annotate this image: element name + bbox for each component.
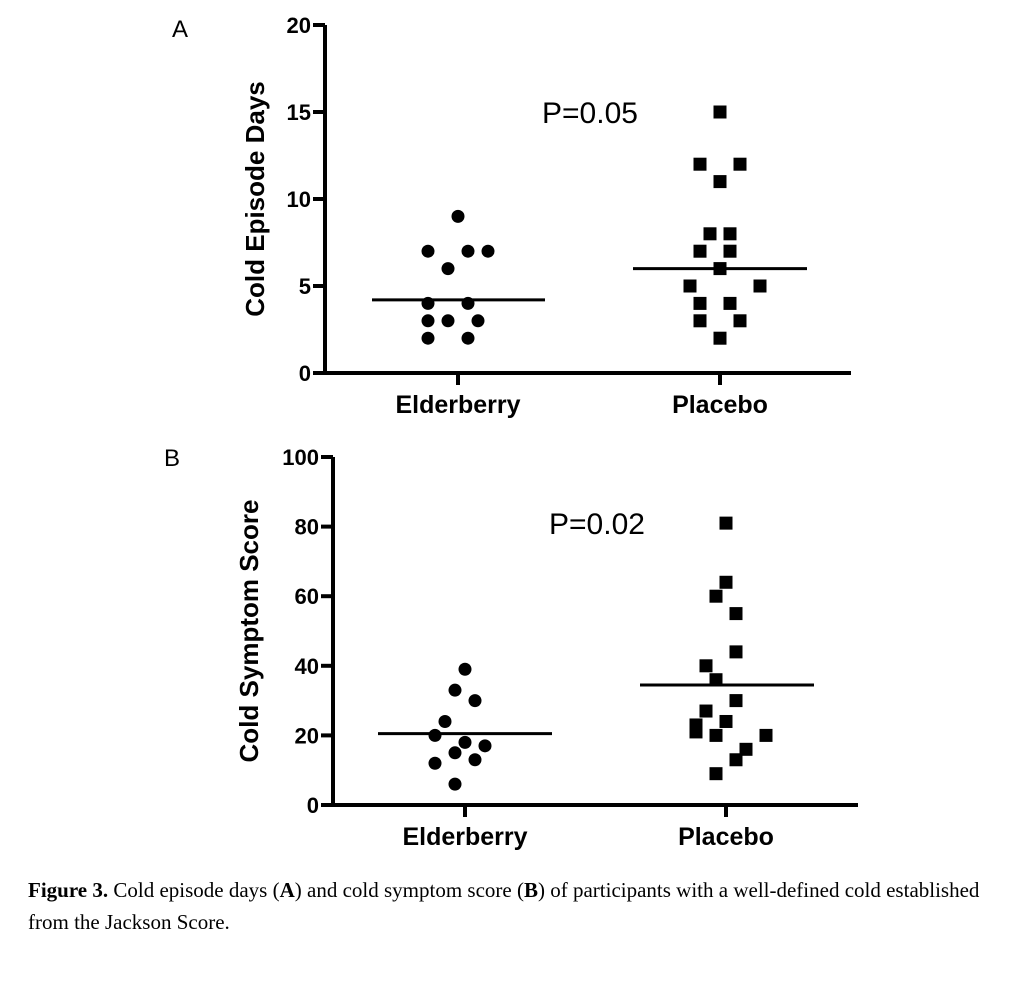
panel-a-point-placebo xyxy=(723,227,737,241)
figure-caption: Figure 3. Cold episode days (A) and cold… xyxy=(28,874,1018,938)
panel-b-y-tick-label: 80 xyxy=(295,515,319,540)
panel-a-y-tick-label: 0 xyxy=(299,361,311,386)
panel-a-point-placebo xyxy=(713,331,727,345)
panel-a-point-elderberry xyxy=(421,244,435,258)
panel-b-y-tick-label: 0 xyxy=(307,793,319,818)
panel-b-point-elderberry xyxy=(428,756,442,770)
panel-b-point-elderberry xyxy=(438,714,452,728)
panel-a-point-elderberry xyxy=(441,314,455,328)
panel-a-point-elderberry xyxy=(441,262,455,276)
panel-a-point-elderberry xyxy=(461,244,475,258)
panel-a-point-placebo xyxy=(693,314,707,328)
panel-b-point-placebo xyxy=(709,673,723,687)
panel-b-point-placebo xyxy=(739,742,753,756)
panel-b-category-label-elderberry: Elderberry xyxy=(402,823,527,851)
panel-a-category-label-elderberry: Elderberry xyxy=(395,391,520,419)
caption-text-1: Cold episode days ( xyxy=(108,878,280,902)
panel-a-point-placebo xyxy=(733,314,747,328)
panel-b-category-label-placebo: Placebo xyxy=(678,823,774,851)
panel-b-point-placebo xyxy=(709,728,723,742)
panel-b-y-tick-label: 100 xyxy=(282,445,319,470)
panel-a-point-elderberry xyxy=(461,331,475,345)
panel-a-point-placebo xyxy=(703,227,717,241)
panel-a-category-label-placebo: Placebo xyxy=(672,391,768,419)
panel-b-y-tick-label: 20 xyxy=(295,723,319,748)
panel-a-point-placebo xyxy=(693,244,707,258)
panel-b-point-placebo xyxy=(719,714,733,728)
panel-b-point-elderberry xyxy=(458,735,472,749)
panel-b-point-elderberry xyxy=(468,694,482,708)
panel-a-letter: A xyxy=(172,16,188,43)
panel-a-point-placebo xyxy=(723,296,737,310)
panel-b-point-elderberry xyxy=(458,662,472,676)
panel-a-point-placebo xyxy=(693,157,707,171)
panel-a-y-tick-label: 5 xyxy=(299,274,311,299)
panel-b-point-placebo xyxy=(699,659,713,673)
panel-b-point-elderberry xyxy=(478,739,492,753)
panel-b-point-placebo xyxy=(759,728,773,742)
panel-b-y-tick-label: 60 xyxy=(295,584,319,609)
panel-a-point-placebo xyxy=(753,279,767,293)
panel-b-point-placebo xyxy=(729,645,743,659)
panel-a-point-placebo xyxy=(683,279,697,293)
panel-a-point-elderberry xyxy=(421,314,435,328)
panel-a-p-value: P=0.05 xyxy=(542,97,638,130)
panel-b-point-placebo xyxy=(709,767,723,781)
panel-a-y-axis-label: Cold Episode Days xyxy=(240,81,270,317)
panel-b-point-placebo xyxy=(729,753,743,767)
panel-b-point-placebo xyxy=(709,589,723,603)
panel-b-point-elderberry xyxy=(448,777,462,791)
panel-b-p-value: P=0.02 xyxy=(549,508,645,541)
panel-b-point-placebo xyxy=(699,704,713,718)
panel-b-point-placebo xyxy=(719,516,733,530)
panel-a-y-tick-label: 10 xyxy=(287,187,311,212)
caption-panel-b: B xyxy=(523,878,538,902)
caption-label: Figure 3. xyxy=(28,878,109,902)
panel-a-point-placebo xyxy=(733,157,747,171)
caption-panel-a: A xyxy=(279,878,295,902)
panel-b-y-tick-label: 40 xyxy=(295,654,319,679)
panel-b-y-axis-label: Cold Symptom Score xyxy=(234,500,264,763)
caption-text-2: ) and cold symptom score ( xyxy=(294,878,524,902)
panel-a-point-elderberry xyxy=(481,244,495,258)
panel-a-point-placebo xyxy=(713,105,727,119)
panel-b-point-placebo xyxy=(689,725,703,739)
panel-a-point-placebo xyxy=(723,244,737,258)
panel-a-point-elderberry xyxy=(451,209,465,223)
panel-a-y-tick-label: 15 xyxy=(287,100,311,125)
panel-b-point-placebo xyxy=(729,607,743,621)
panel-b-letter: B xyxy=(164,445,180,472)
panel-a-point-elderberry xyxy=(421,331,435,345)
panel-b-point-elderberry xyxy=(448,746,462,760)
caption-text-3: ) of participants with a well-defined co… xyxy=(28,878,980,934)
panel-a-point-elderberry xyxy=(471,314,485,328)
figure-panels: A 0 5 10 15 20 Elderberry Placebo Cold Episode D… xyxy=(164,13,858,851)
panel-b-point-elderberry xyxy=(428,728,442,742)
panel-b-point-elderberry xyxy=(468,753,482,767)
panel-b-point-placebo xyxy=(719,575,733,589)
panel-b-point-placebo xyxy=(729,694,743,708)
panel-a-y-tick-label: 20 xyxy=(287,13,311,38)
panel-a-point-placebo xyxy=(713,175,727,189)
panel-b-point-elderberry xyxy=(448,683,462,697)
panel-a-point-placebo xyxy=(693,296,707,310)
